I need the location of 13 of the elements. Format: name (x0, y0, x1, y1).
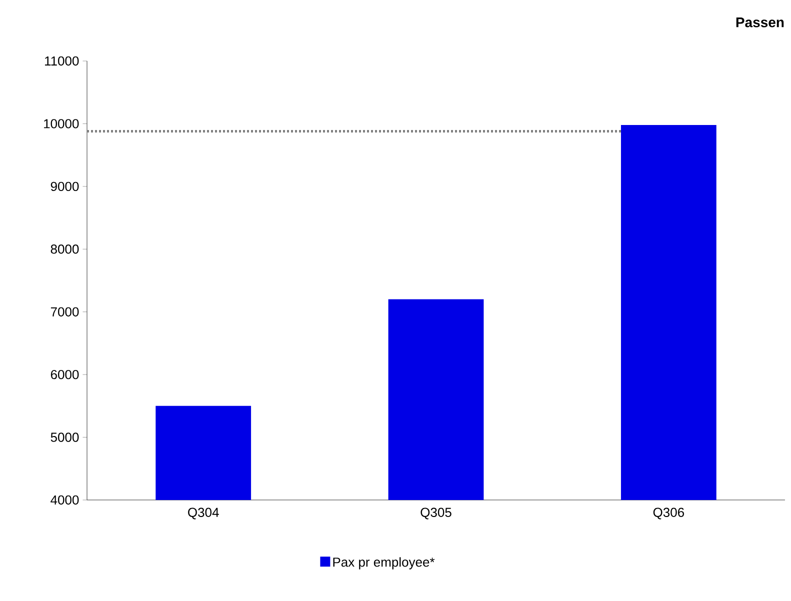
y-tick-label: 9000 (50, 182, 79, 192)
legend-label: Pax pr employee* (333, 557, 435, 570)
y-tick-label: 4000 (50, 495, 79, 505)
y-tick-label: 7000 (50, 307, 79, 316)
x-tick-label: Q304 (188, 508, 219, 520)
y-tick-label: 11000 (45, 56, 79, 66)
y-tick-label: 8000 (50, 244, 79, 254)
x-tick-label: Q305 (420, 508, 452, 520)
x-tick-label: Q306 (653, 508, 684, 520)
y-tick-label: 6000 (50, 370, 79, 380)
text: Passen (736, 18, 784, 28)
y-tick-label: 5000 (50, 432, 79, 442)
y-tick-label: 10000 (44, 119, 79, 128)
